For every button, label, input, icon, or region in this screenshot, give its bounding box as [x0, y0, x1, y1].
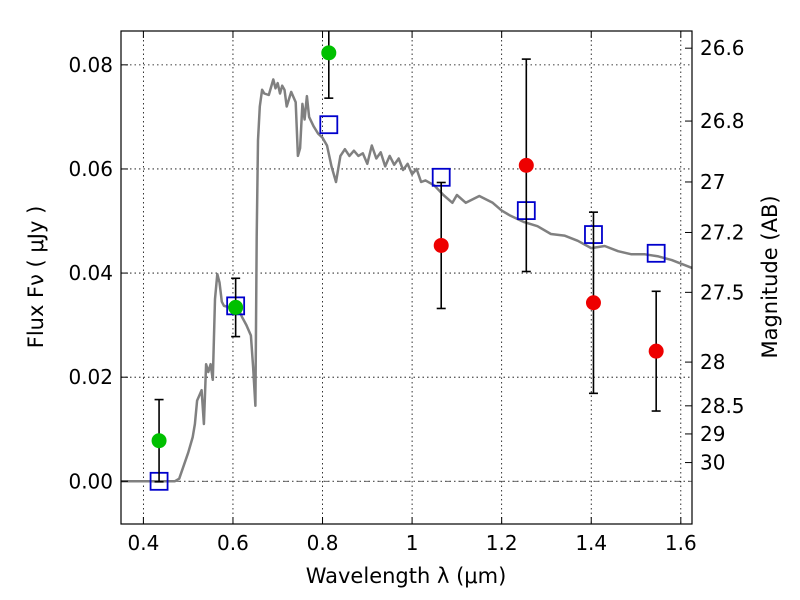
y-tick-label: 0.02 — [68, 365, 113, 389]
x-axis-ticks: 0.4 0.6 0.8 1 1.2 1.4 1.6 — [127, 31, 697, 555]
detections-point — [151, 433, 167, 449]
y-axis-right-ticks: 26.6 26.8 27 27.2 27.5 28 28.5 29 30 — [685, 36, 745, 475]
x-axis-label: Wavelength λ (μm) — [306, 564, 507, 588]
y-tick-label: 0.00 — [68, 469, 113, 493]
mag-tick-label: 30 — [700, 451, 725, 475]
mag-tick-label: 27 — [700, 170, 725, 194]
x-tick-label: 1.2 — [486, 531, 518, 555]
y-axis-left-label: Flux Fν ( μJy ) — [24, 206, 48, 349]
upper-limits-point — [433, 237, 449, 253]
mag-tick-label: 28.5 — [700, 394, 745, 418]
mag-tick-label: 27.5 — [700, 280, 745, 304]
detections-point — [228, 299, 244, 315]
model-photometry-square — [319, 115, 339, 135]
y-axis-left-ticks: 0.00 0.02 0.04 0.06 0.08 — [68, 53, 128, 493]
x-tick-label: 1.6 — [665, 531, 697, 555]
y-tick-label: 0.08 — [68, 53, 113, 77]
x-tick-label: 1 — [406, 531, 419, 555]
mag-tick-label: 26.8 — [700, 109, 745, 133]
y-tick-label: 0.06 — [68, 157, 113, 181]
y-axis-right-label: Magnitude (AB) — [758, 195, 782, 358]
grid-lines — [121, 31, 692, 524]
x-tick-label: 1.4 — [575, 531, 607, 555]
upper-limits-point — [648, 343, 664, 359]
x-tick-label: 0.8 — [307, 531, 339, 555]
mag-tick-label: 28 — [700, 350, 725, 374]
x-tick-label: 0.6 — [217, 531, 249, 555]
model-sed-line — [121, 78, 693, 483]
plot-area — [121, 31, 693, 491]
model-photometry-square — [646, 243, 666, 263]
mag-tick-label: 27.2 — [700, 220, 745, 244]
upper-limits-point — [518, 157, 534, 173]
x-tick-label: 0.4 — [127, 531, 159, 555]
y-tick-label: 0.04 — [68, 261, 113, 285]
detections-point — [321, 45, 337, 61]
plot-frame — [120, 30, 693, 525]
mag-tick-label: 26.6 — [700, 36, 745, 60]
mag-tick-label: 29 — [700, 422, 725, 446]
upper-limits-point — [585, 295, 601, 311]
